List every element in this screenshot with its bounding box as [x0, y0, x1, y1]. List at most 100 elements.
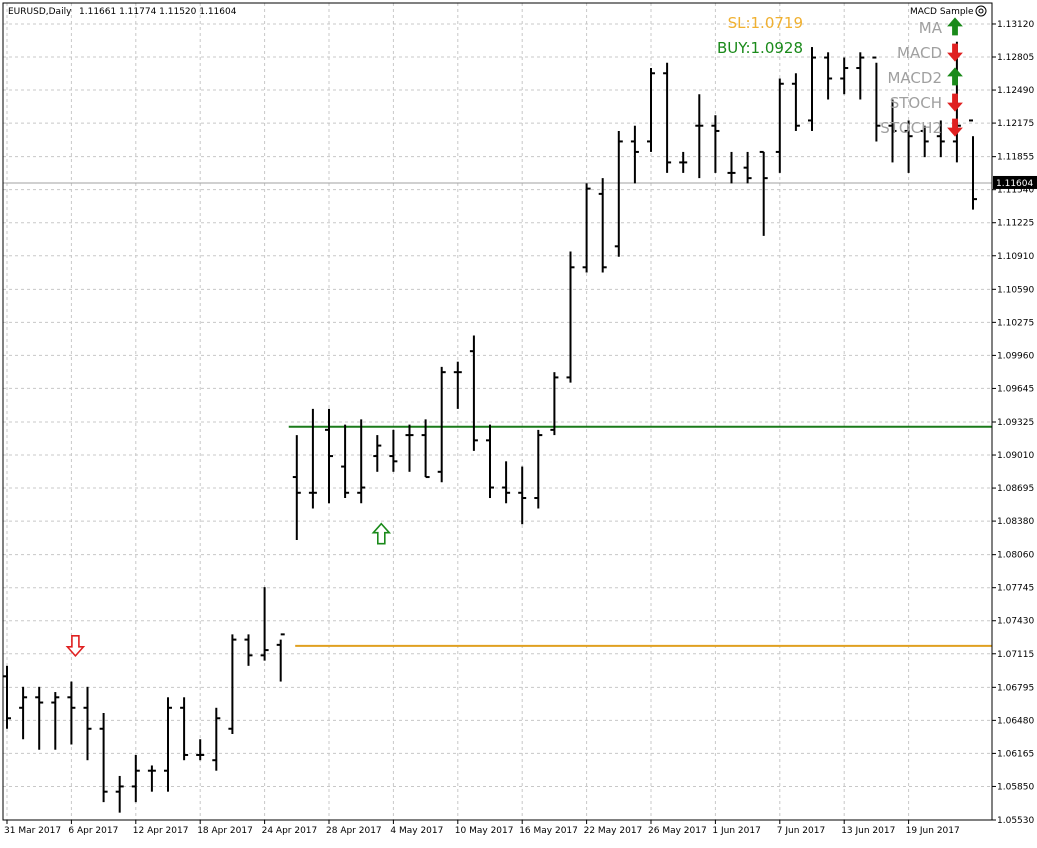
- ohlc-bar: [292, 435, 301, 540]
- ohlc-bar: [920, 125, 929, 158]
- time-tick-label: 12 Apr 2017: [133, 826, 189, 836]
- price-tick-label: 1.05530: [997, 816, 1034, 826]
- ohlc-bar: [260, 587, 269, 661]
- ohlc-bar: [51, 692, 60, 750]
- ohlc-bar: [180, 697, 189, 761]
- ohlc-bar: [244, 634, 253, 666]
- time-tick-label: 7 Jun 2017: [777, 826, 825, 836]
- signal-arrows: [65, 522, 392, 658]
- price-tick-label: 1.06795: [997, 683, 1034, 693]
- ohlc-bar: [727, 151, 736, 184]
- ohlc-bar: [598, 178, 607, 273]
- ohlc-bar: [630, 125, 639, 184]
- price-tick-label: 1.07745: [997, 584, 1034, 594]
- ohlc-bar: [711, 115, 720, 173]
- ohlc-bar: [856, 52, 865, 100]
- ohlc-bar: [872, 56, 881, 142]
- current-price-label: 1.11604: [996, 179, 1033, 189]
- time-tick-label: 28 Apr 2017: [326, 826, 382, 836]
- ohlc-bar: [437, 366, 446, 483]
- ohlc-bar: [389, 429, 398, 472]
- ohlc-bar: [647, 68, 655, 152]
- ohlc-bar: [308, 408, 317, 509]
- time-tick-label: 1 Jun 2017: [712, 826, 760, 836]
- ohlc-bar: [566, 251, 575, 383]
- indicator-label: MACD: [897, 44, 942, 62]
- indicator-label: STOCH: [890, 94, 942, 112]
- price-tick-label: 1.09325: [997, 418, 1034, 428]
- ohlc-bar: [19, 686, 28, 740]
- ohlc-bar: [453, 361, 462, 409]
- ohlc-bar: [164, 697, 172, 792]
- expert-name: MACD Sample: [910, 7, 974, 17]
- ohlc-bar: [469, 335, 478, 451]
- ohlc-bar: [35, 686, 44, 750]
- time-tick-label: 13 Jun 2017: [841, 826, 895, 836]
- ohlc-bar: [695, 94, 704, 179]
- arrow-down-icon: [947, 43, 963, 62]
- ohlc-bars: [3, 41, 977, 813]
- price-tick-label: 1.12175: [997, 119, 1034, 129]
- indicator-label: MACD2: [887, 69, 942, 87]
- price-tick-label: 1.10275: [997, 318, 1034, 328]
- ohlc-bar: [212, 707, 221, 771]
- sell-signal-arrow-icon: [65, 635, 86, 658]
- price-tick-label: 1.09645: [997, 384, 1034, 394]
- price-tick-label: 1.12490: [997, 86, 1034, 96]
- indicator-row: MA: [919, 17, 963, 37]
- buy-label: BUY:1.0928: [717, 39, 803, 57]
- arrow-up-icon: [947, 67, 963, 86]
- price-axis: 1.13120 1.12805 1.12490 1.12175 1.11855 1.115…: [992, 20, 1034, 826]
- ohlc-bar: [67, 681, 76, 745]
- price-tick-label: 1.11855: [997, 153, 1034, 163]
- ohlc-bar: [518, 466, 527, 525]
- ohlc-bar: [131, 754, 140, 803]
- buy-signal-arrow-icon: [371, 522, 392, 545]
- price-tick-label: 1.09010: [997, 451, 1034, 461]
- chart-ohlc-values: 1.11661 1.11774 1.11520 1.11604: [79, 7, 237, 17]
- indicator-panel: MA MACD MACD2 STOCH STOCH2: [880, 17, 963, 137]
- time-tick-label: 10 May 2017: [455, 826, 514, 836]
- ohlc-bar: [341, 424, 350, 499]
- expert-settings-icon[interactable]: [975, 5, 987, 17]
- ohlc-bar: [824, 52, 833, 100]
- ohlc-bar: [357, 419, 366, 504]
- time-tick-label: 19 Jun 2017: [906, 826, 960, 836]
- time-tick-label: 4 May 2017: [390, 826, 443, 836]
- time-tick-label: 26 May 2017: [648, 826, 707, 836]
- ohlc-bar: [534, 429, 543, 509]
- price-tick-label: 1.06165: [997, 749, 1034, 759]
- indicator-label: MA: [919, 19, 943, 37]
- arrow-down-icon: [947, 93, 963, 112]
- price-tick-label: 1.13120: [997, 20, 1034, 30]
- grid: [3, 3, 992, 821]
- time-tick-label: 24 Apr 2017: [262, 826, 318, 836]
- time-tick-label: 16 May 2017: [519, 826, 578, 836]
- indicator-row: STOCH2: [880, 118, 963, 137]
- ohlc-bar: [840, 57, 849, 95]
- indicator-label: STOCH2: [880, 119, 942, 137]
- price-tick-label: 1.07430: [997, 617, 1034, 627]
- ohlc-bar: [83, 686, 92, 761]
- price-tick-label: 1.12805: [997, 53, 1034, 63]
- ohlc-bar: [405, 424, 414, 472]
- price-tick-label: 1.08380: [997, 517, 1034, 527]
- ohlc-bar: [196, 739, 205, 761]
- arrow-down-icon: [947, 118, 963, 137]
- price-tick-label: 1.08060: [997, 551, 1034, 561]
- price-tick-label: 1.11225: [997, 219, 1034, 229]
- indicator-row: MACD2: [887, 67, 963, 87]
- indicator-row: MACD: [897, 43, 963, 62]
- ohlc-bar: [936, 120, 945, 158]
- ohlc-bar: [99, 713, 108, 803]
- price-tick-label: 1.05850: [997, 782, 1034, 792]
- ohlc-bar: [373, 435, 382, 472]
- price-tick-label: 1.09960: [997, 351, 1034, 361]
- ohlc-bar: [969, 119, 977, 210]
- ohlc-bar: [147, 765, 156, 792]
- ohlc-bar: [228, 634, 237, 734]
- price-tick-label: 1.11540: [997, 186, 1034, 196]
- price-tick-label: 1.07115: [997, 650, 1034, 660]
